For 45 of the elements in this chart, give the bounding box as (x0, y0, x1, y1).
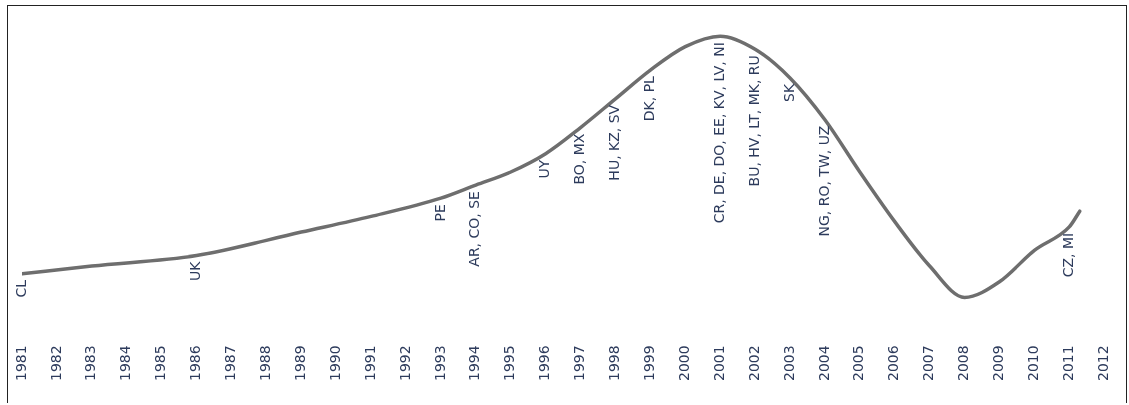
x-tick-label: 1990 (326, 345, 343, 382)
x-tick-label: 1993 (431, 345, 448, 382)
x-tick-label: 2001 (710, 345, 727, 382)
x-tick-label: 1984 (117, 345, 134, 382)
annotation: UY (536, 159, 553, 179)
annotation: BU, HV, LT, MK, RU (745, 55, 762, 187)
annotation: CL (12, 279, 29, 298)
x-tick-label: 1985 (152, 345, 169, 382)
x-tick-label: 1997 (571, 345, 588, 382)
annotation: CR, DE, DO, EE, KV, LV, NI (710, 42, 727, 224)
x-tick-label: 2002 (745, 345, 762, 382)
annotation: NG, RO, TW, UZ (815, 125, 832, 237)
annotation: PE (431, 204, 448, 222)
annotation: HU, KZ, SV (606, 104, 623, 181)
x-tick-label: 2000 (675, 345, 692, 382)
x-tick-label: 1994 (466, 345, 483, 382)
x-tick-label: 1981 (12, 345, 29, 382)
x-tick-label: 2003 (780, 345, 797, 382)
annotation: BO, MX (571, 133, 588, 185)
x-tick-label: 1988 (257, 345, 274, 382)
x-tick-label: 2012 (1094, 345, 1111, 382)
x-tick-label: 1999 (641, 345, 658, 382)
x-tick-label: 1998 (606, 345, 623, 382)
x-tick-label: 1987 (222, 345, 239, 382)
x-tick-label: 2011 (1059, 345, 1076, 382)
x-tick-label: 1986 (187, 345, 204, 382)
annotation: AR, CO, SE (466, 191, 483, 267)
x-tick-label: 2008 (955, 345, 972, 382)
x-tick-label: 1982 (47, 345, 64, 382)
x-tick-label: 2006 (885, 345, 902, 382)
x-tick-label: 1996 (536, 345, 553, 382)
x-tick-label: 1989 (291, 345, 308, 382)
x-tick-label: 1983 (82, 345, 99, 382)
x-tick-label: 2010 (1025, 345, 1042, 382)
x-tick-label: 2007 (920, 345, 937, 382)
annotation: CZ, MI (1059, 232, 1076, 278)
x-tick-label: 1995 (501, 345, 518, 382)
annotation: UK (187, 260, 204, 282)
annotation: SK (780, 83, 797, 103)
x-tick-label: 2005 (850, 345, 867, 382)
x-tick-label: 2009 (990, 345, 1007, 382)
x-tick-label: 1991 (361, 345, 378, 382)
x-tick-label: 2004 (815, 345, 832, 382)
annotation: DK, PL (641, 75, 658, 122)
x-tick-label: 1992 (396, 345, 413, 382)
